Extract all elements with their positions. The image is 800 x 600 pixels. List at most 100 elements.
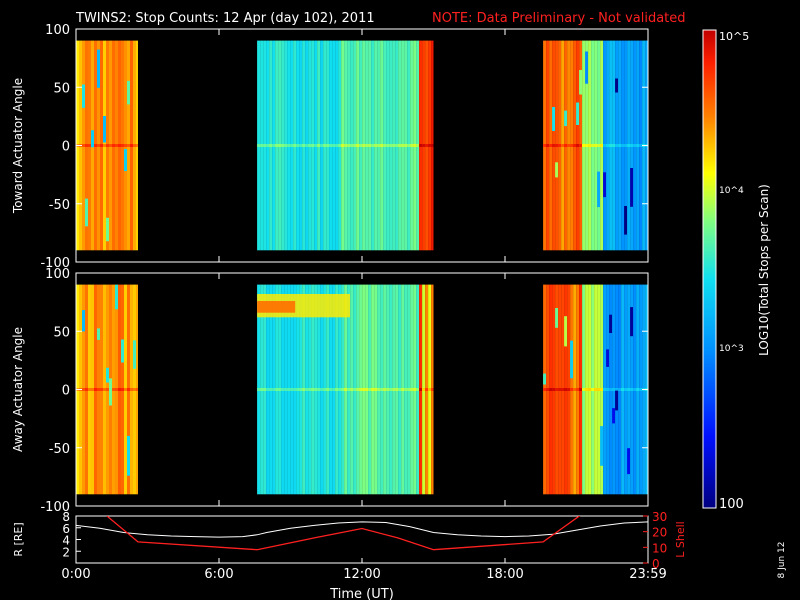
heatmap-zero-stripe (371, 144, 375, 147)
heatmap-zero-stripe (615, 388, 619, 391)
heatmap-zero-stripe (588, 144, 592, 147)
heatmap-zero-stripe (320, 144, 324, 147)
heatmap-zero-stripe (260, 388, 264, 391)
heatmap-zero-stripe (124, 144, 127, 147)
y-tick-label: 100 (45, 23, 70, 38)
heatmap-zero-stripe (94, 144, 97, 147)
heatmap-zero-stripe (275, 144, 279, 147)
heatmap-zero-stripe (398, 388, 402, 391)
heatmap-cell (624, 206, 628, 235)
heatmap-zero-stripe (410, 388, 414, 391)
heatmap-cell (627, 448, 631, 475)
heatmap-zero-stripe (341, 388, 345, 391)
colorbar-label: LOG10(Total Stops per Scan) (757, 184, 771, 356)
heatmap-zero-stripe (127, 144, 130, 147)
heatmap-zero-stripe (311, 144, 315, 147)
y-tick-label: -50 (49, 198, 70, 213)
heatmap-zero-stripe (91, 388, 94, 391)
y-tick-label: 0 (652, 557, 660, 571)
heatmap-zero-stripe (88, 144, 91, 147)
heatmap-zero-stripe (609, 144, 613, 147)
heatmap-zero-stripe (260, 144, 264, 147)
heatmap-zero-stripe (269, 144, 273, 147)
heatmap-zero-stripe (365, 144, 369, 147)
heatmap-zero-stripe (573, 144, 577, 147)
heatmap-zero-stripe (585, 388, 589, 391)
preliminary-note: NOTE: Data Preliminary - Not validated (432, 11, 686, 26)
heatmap-zero-stripe (368, 388, 372, 391)
heatmap-zero-stripe (392, 388, 396, 391)
heatmap-zero-stripe (341, 144, 345, 147)
heatmap-zero-stripe (549, 388, 553, 391)
heatmap-cell (103, 116, 106, 143)
heatmap-zero-stripe (121, 388, 124, 391)
heatmap-zero-stripe (627, 144, 631, 147)
heatmap-cell (630, 168, 634, 207)
heatmap-zero-stripe (558, 144, 562, 147)
heatmap-cell (552, 107, 556, 131)
y-tick-label: 100 (45, 267, 70, 282)
heatmap-cell (630, 307, 634, 337)
heatmap-zero-stripe (377, 144, 381, 147)
heatmap-zero-stripe (603, 144, 607, 147)
heatmap-zero-stripe (275, 388, 279, 391)
heatmap-zero-stripe (335, 144, 339, 147)
x-tick-label: 12:00 (343, 567, 380, 582)
y-axis-label: Toward Actuator Angle (11, 78, 25, 214)
heatmap-zero-stripe (419, 388, 423, 391)
date-stamp: 8 Jun 12 (777, 542, 787, 579)
heatmap-zero-stripe (130, 388, 133, 391)
colorbar: 10^5 10^4 10^3 100 LOG10(Total Stops per… (702, 29, 771, 512)
heatmap-zero-stripe (317, 388, 321, 391)
heatmap-zero-stripe (600, 144, 604, 147)
heatmap-zero-stripe (621, 144, 625, 147)
heatmap-zero-stripe (624, 144, 628, 147)
heatmap-cell (585, 51, 589, 84)
heatmap-zero-stripe (377, 388, 381, 391)
heatmap-zero-stripe (293, 144, 297, 147)
heatmap-zero-stripe (100, 388, 103, 391)
heatmap-zero-stripe (561, 144, 565, 147)
heatmap-zero-stripe (389, 388, 393, 391)
heatmap-zero-stripe (612, 144, 616, 147)
heatmap-zero-stripe (362, 388, 366, 391)
heatmap-zero-stripe (618, 144, 622, 147)
heatmap-cell (600, 426, 604, 466)
heatmap-zero-stripe (133, 388, 136, 391)
heatmap-cell (133, 340, 136, 369)
heatmap-zero-stripe (431, 388, 434, 391)
heatmap-zero-stripe (281, 144, 285, 147)
heatmap-zero-stripe (606, 144, 610, 147)
heatmap-cell (82, 84, 85, 108)
y-tick-label: 0 (62, 140, 70, 155)
y-tick-label: 4 (62, 534, 70, 548)
heatmap-zero-stripe (549, 144, 553, 147)
colorbar-tick-label: 10^3 (719, 344, 744, 354)
heatmap-zero-stripe (278, 144, 282, 147)
heatmap-cell (91, 130, 94, 148)
heatmap-zero-stripe (425, 388, 429, 391)
heatmap-zero-stripe (570, 144, 574, 147)
heatmap-zero-stripe (561, 388, 565, 391)
heatmap-zero-stripe (82, 388, 85, 391)
y-tick-label: 0 (62, 384, 70, 399)
away-angle-heatmap: 100 50 0 -50 -100 Away Actuator Angle (11, 267, 649, 515)
heatmap-zero-stripe (329, 388, 333, 391)
heatmap-zero-stripe (103, 144, 106, 147)
heatmap-zero-stripe (597, 388, 601, 391)
heatmap-zero-stripe (287, 388, 291, 391)
heatmap-zero-stripe (630, 144, 634, 147)
heatmap-zero-stripe (332, 388, 336, 391)
heatmap-zero-stripe (386, 388, 390, 391)
heatmap-zero-stripe (579, 144, 583, 147)
y-axis-label: Away Actuator Angle (11, 327, 25, 452)
heatmap-zero-stripe (85, 144, 88, 147)
heatmap-zero-stripe (278, 388, 282, 391)
heatmap-zero-stripe (416, 388, 420, 391)
heatmap-cell (597, 171, 601, 208)
heatmap-zero-stripe (302, 388, 306, 391)
heatmap-zero-stripe (401, 388, 405, 391)
heatmap-zero-stripe (82, 144, 85, 147)
heatmap-zero-stripe (413, 388, 417, 391)
heatmap-zero-stripe (389, 144, 393, 147)
